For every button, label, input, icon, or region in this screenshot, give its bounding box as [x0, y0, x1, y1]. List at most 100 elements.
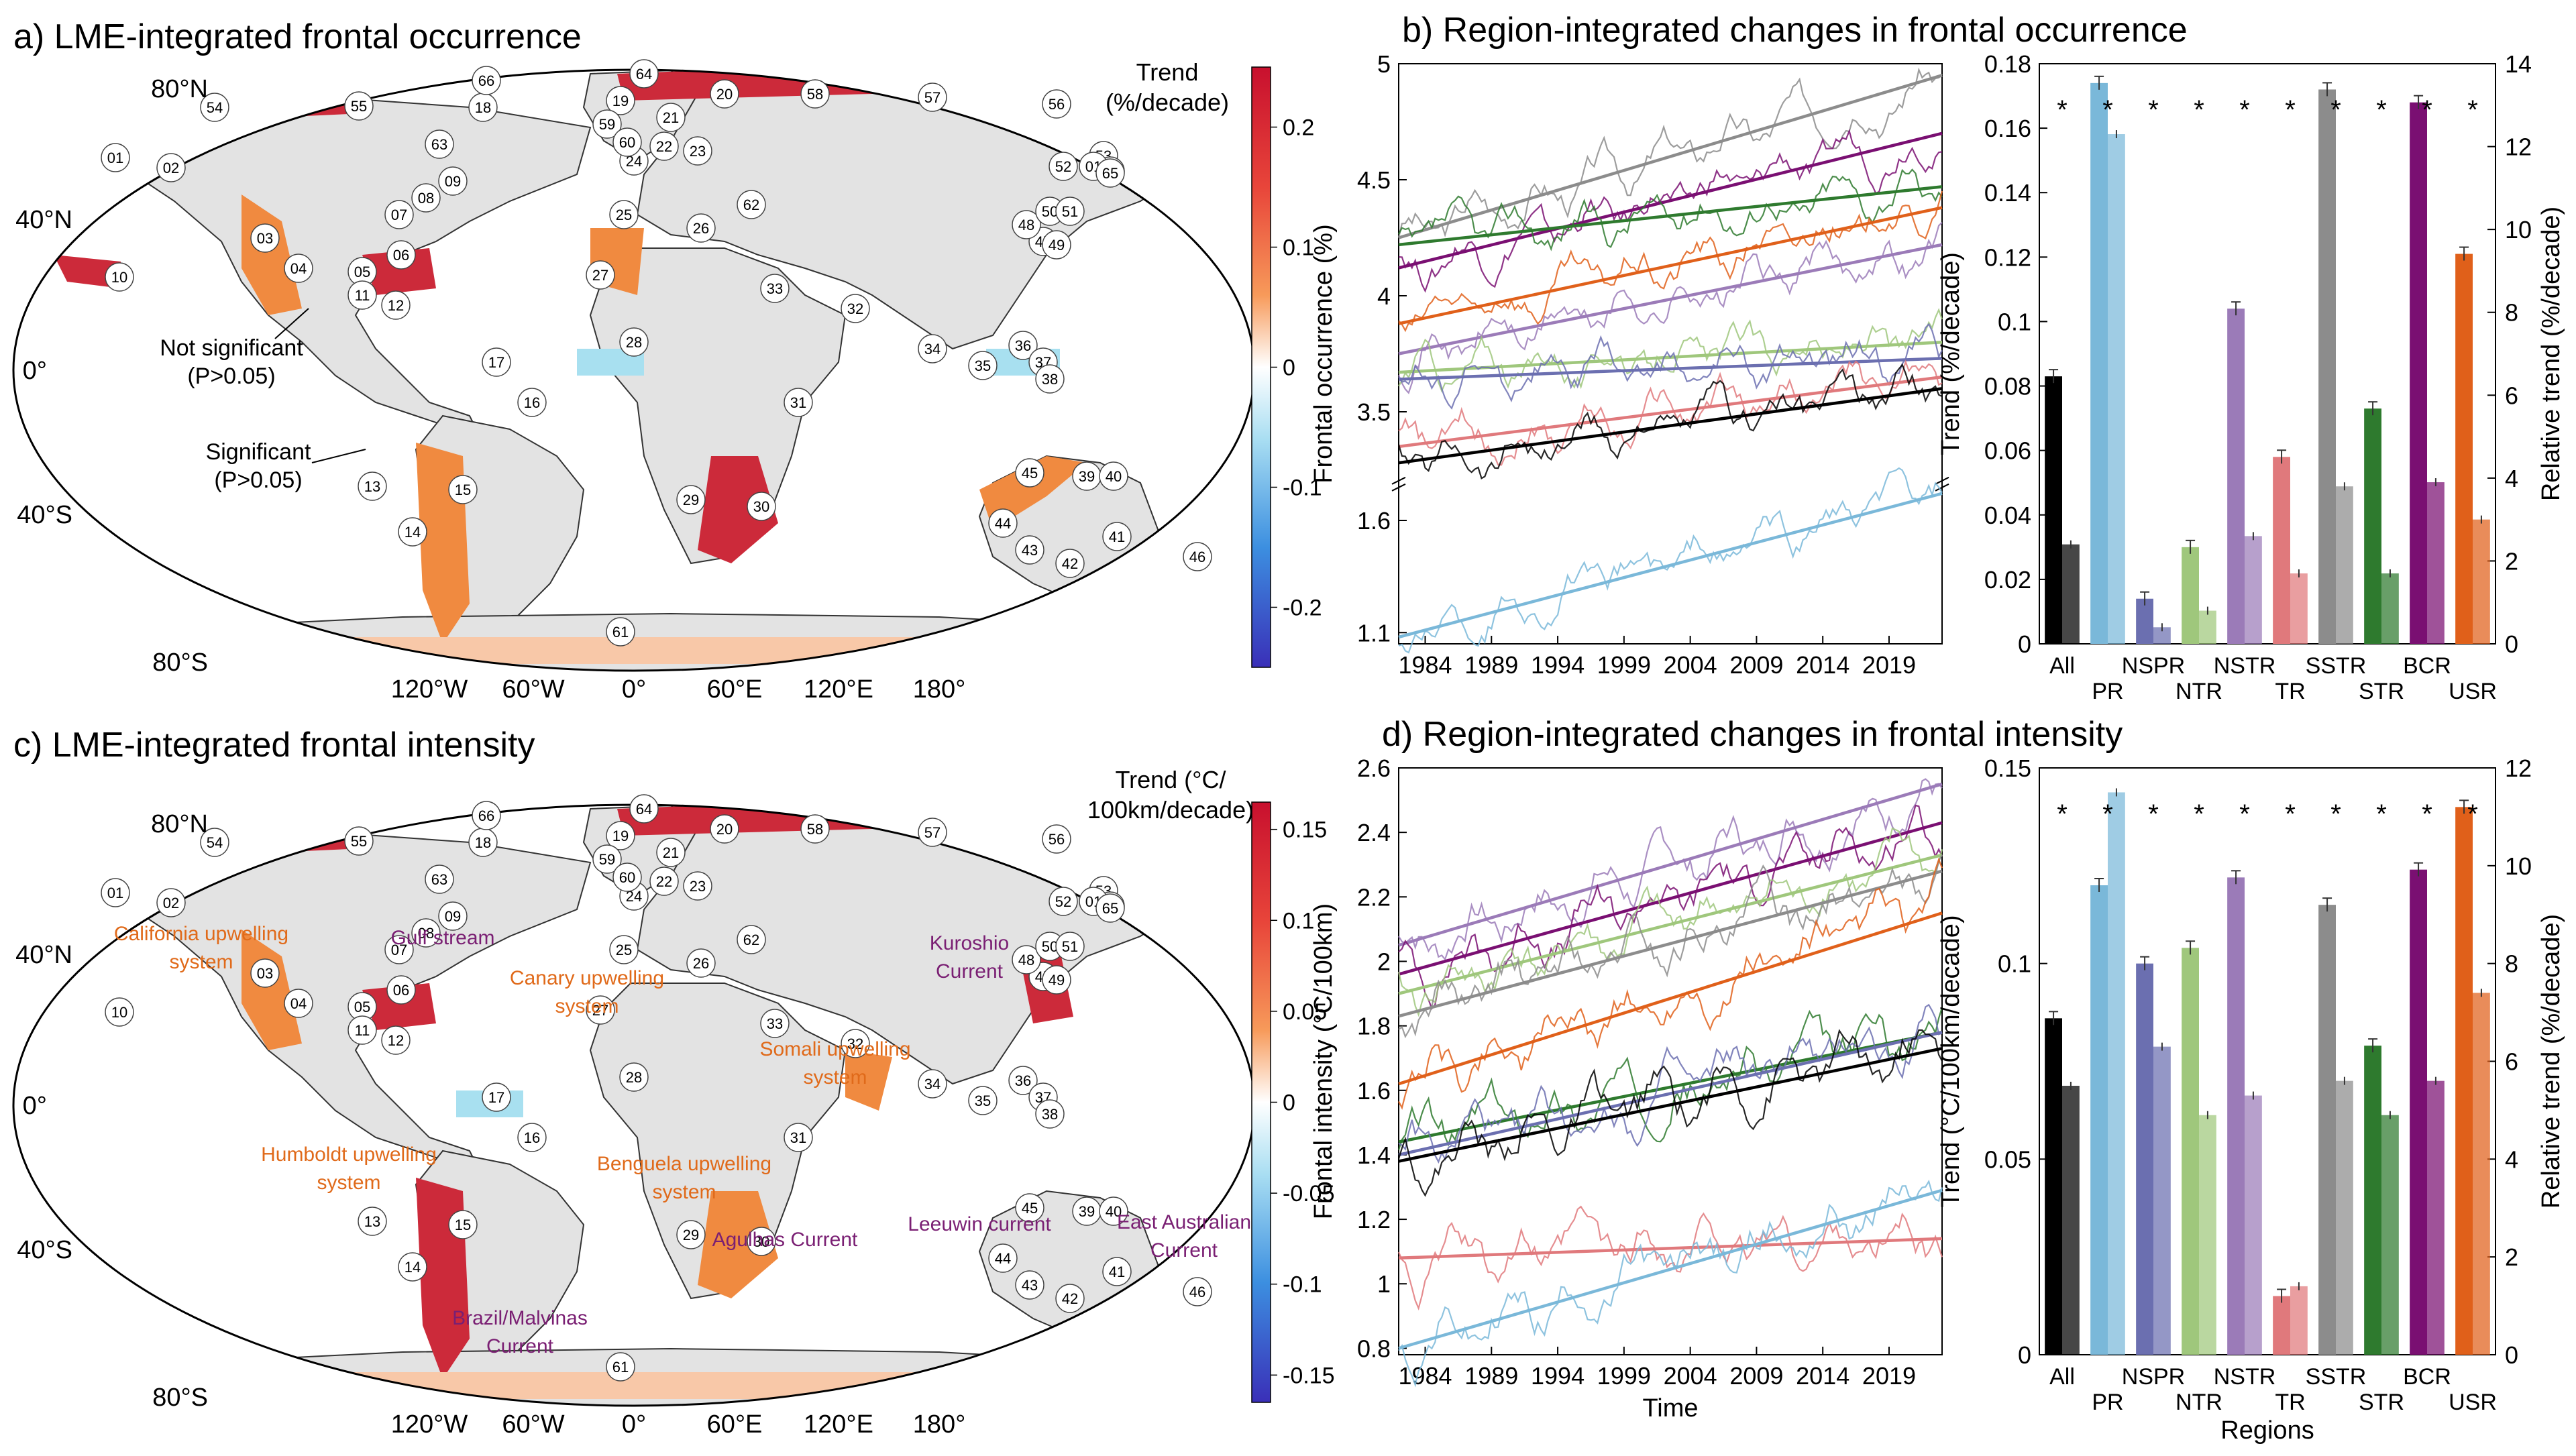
bar-relative-SSTR: [2336, 486, 2353, 644]
lme-id-label: 08: [418, 190, 434, 207]
lme-id-marker: [1015, 1193, 1044, 1223]
y2-tick-label: 8: [2505, 950, 2518, 978]
significance-mark: *: [2285, 799, 2296, 829]
lme-region: [54, 255, 121, 288]
current-label: Leeuwin current: [908, 1213, 1051, 1235]
lme-id-label: 34: [924, 341, 941, 357]
chart-d-bars: 0 0.05 0.1 0.15 0 2 4 6 8 10 12 * All * PR * NSPR * NTR * NS…: [1937, 754, 2565, 1445]
trend-line-STR: [1398, 1031, 1943, 1143]
category-label: NTR: [2176, 1390, 2222, 1415]
category-label: STR: [2359, 1390, 2404, 1415]
lme-id-marker: [760, 1009, 790, 1038]
significance-mark: *: [2102, 95, 2113, 125]
bar-relative-USR: [2473, 519, 2490, 644]
colorbar-ticks: 0.2 0.1 0 -0.1 -0.2: [1271, 115, 1322, 621]
lme-id-marker: [1015, 1270, 1044, 1300]
lme-id-marker: [1095, 158, 1125, 188]
annotation-leader: [274, 308, 309, 339]
x-tick-label: 2014: [1796, 651, 1849, 679]
y-tick-label: 0: [2018, 630, 2031, 658]
x-axis-label: Time: [1642, 1394, 1698, 1422]
lme-id-marker: [747, 492, 776, 521]
category-label: PR: [2092, 1390, 2123, 1415]
lme-id-marker: [1099, 1196, 1128, 1226]
colorbar-tick-label: 0: [1283, 355, 1295, 381]
lme-region: [698, 1191, 778, 1298]
bar-trend-SSTR: [2318, 905, 2336, 1355]
y2-tick-label: 2: [2505, 547, 2518, 575]
lme-id-marker: [384, 200, 414, 229]
trend-line-NTR: [1398, 853, 1943, 995]
current-label: Brazil/Malvinas: [452, 1307, 588, 1329]
panel-c-title: c) LME-integrated frontal intensity: [13, 726, 535, 765]
current-label: system: [555, 995, 619, 1017]
y-tick-label: 0.12: [1984, 243, 2031, 271]
significance-mark: *: [2057, 95, 2068, 125]
lme-id-marker: [1042, 965, 1071, 995]
lme-id-marker: [988, 508, 1018, 538]
lme-id-label: 44: [995, 1250, 1011, 1267]
lon-label: 0°: [622, 675, 646, 704]
lme-id-marker: [612, 862, 642, 892]
colorbar-tick-label: -0.1: [1283, 475, 1322, 501]
lon-label: 60°W: [502, 1410, 564, 1439]
trend-line-All: [1398, 387, 1943, 465]
bar-relative-BCR: [2427, 482, 2445, 644]
lme-id-marker: [425, 129, 454, 159]
lme-id-label: 32: [847, 1035, 863, 1052]
panel-a-map: a) LME-integrated frontal occurrence: [12, 17, 1322, 704]
y-tick-label: 1.6: [1357, 1077, 1391, 1105]
lme-id-marker: [1095, 893, 1125, 923]
lme-id-label: 57: [924, 89, 941, 106]
lme-id-label: 26: [693, 220, 709, 237]
lme-id-label: 25: [616, 207, 632, 223]
bar-relative-USR: [2473, 993, 2490, 1355]
lme-region: [241, 930, 302, 1050]
lat-label: 40°N: [15, 941, 72, 969]
lme-id-label: 31: [790, 1129, 806, 1146]
trend-line-STR: [1398, 185, 1943, 247]
current-label: Humboldt upwelling: [261, 1143, 437, 1166]
lme-region: [577, 349, 644, 376]
category-label: BCR: [2403, 653, 2451, 679]
lat-label: 40°N: [15, 206, 72, 234]
y2-tick-label: 4: [2505, 465, 2518, 492]
bar-trend-All: [2045, 1018, 2062, 1355]
bar-trend-TR: [2273, 1296, 2290, 1355]
lme-id-label: 09: [445, 908, 461, 925]
lme-id-marker: [1015, 458, 1044, 488]
lme-id-marker: [586, 995, 615, 1025]
category-label: SSTR: [2306, 1364, 2367, 1390]
significance-mark: *: [2148, 95, 2159, 125]
lme-id-label: 51: [1062, 203, 1078, 220]
category-label: All: [2049, 653, 2075, 679]
series-line-TR: [1397, 1205, 1943, 1310]
lme-region: [845, 1050, 892, 1111]
x-tick-label: 1999: [1597, 1362, 1651, 1390]
lme-id-marker: [710, 79, 739, 109]
significance-mark: *: [2239, 95, 2250, 125]
lme-id-marker: [105, 997, 134, 1027]
category-label: NSPR: [2122, 1364, 2185, 1390]
lon-label: 60°E: [707, 1410, 763, 1439]
bar-relative-NSTR: [2245, 1095, 2262, 1355]
colorbar-tick-label: 0.05: [1283, 999, 1327, 1025]
lme-id-label: 08: [418, 925, 434, 942]
lme-id-marker: [398, 1252, 427, 1282]
lme-id-label: 65: [1102, 165, 1118, 182]
y-tick-label: 1: [1377, 1270, 1391, 1298]
lme-id-label: 04: [290, 260, 307, 277]
lme-region: [241, 194, 302, 315]
lme-id-marker: [586, 260, 615, 290]
lme-id-marker: [918, 1069, 947, 1099]
bar-relative-STR: [2381, 1115, 2399, 1355]
lme-id-label: 62: [743, 932, 759, 948]
colorbar-tick-label: -0.1: [1283, 1272, 1322, 1298]
current-label: East Australian: [1117, 1211, 1251, 1233]
lme-id-label: 66: [478, 72, 494, 89]
lme-id-label: 54: [207, 834, 223, 851]
lme-id-label: 11: [355, 287, 370, 304]
lme-id-marker: [841, 1029, 870, 1058]
lme-id-label: 22: [656, 138, 672, 155]
colorbar-tick-label: 0.1: [1283, 235, 1314, 261]
